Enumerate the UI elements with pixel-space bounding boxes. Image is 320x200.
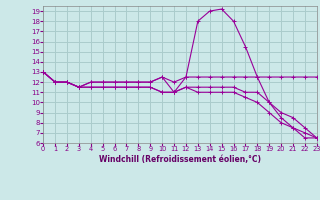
X-axis label: Windchill (Refroidissement éolien,°C): Windchill (Refroidissement éolien,°C)	[99, 155, 261, 164]
